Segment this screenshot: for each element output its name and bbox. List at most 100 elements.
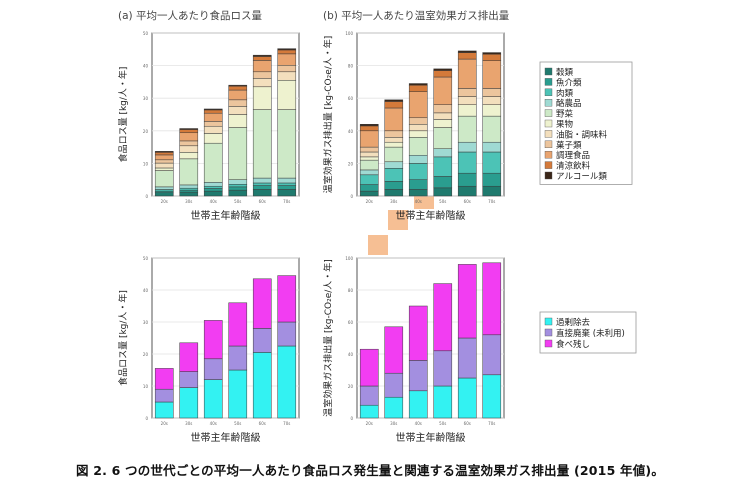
bar-segment [433, 176, 453, 189]
bar-segment [277, 80, 297, 110]
bar-segment [359, 151, 379, 158]
bar-segment [433, 119, 453, 128]
bar-segment [277, 49, 297, 55]
bar-segment [203, 320, 223, 360]
bar-segment [408, 179, 428, 190]
bar-segment [277, 71, 297, 81]
legend-label: 穀類 [556, 67, 574, 78]
legend-label: 肉類 [556, 88, 574, 99]
bar-segment [228, 302, 248, 347]
bar-segment [252, 56, 272, 61]
legend-swatch [544, 317, 553, 326]
legend-label: 調理食品 [556, 150, 590, 161]
bar-segment [408, 155, 428, 164]
bar-segment [154, 162, 174, 169]
x-tick-label: 40s [210, 199, 217, 204]
x-tick-label: 60s [464, 199, 471, 204]
bar-segment [228, 84, 248, 87]
bar-segment [154, 186, 174, 190]
bar-segment [359, 156, 379, 161]
bar-segment [457, 115, 477, 143]
bar-segment [408, 117, 428, 125]
bar-segment [179, 132, 199, 142]
x-tick-label: 30s [390, 421, 397, 426]
legend-swatch [544, 78, 553, 86]
bar-segment [482, 60, 502, 89]
legend-label: 直接廃棄 (未利用) [556, 328, 625, 339]
bar-segment [179, 145, 199, 153]
bar-segment [482, 52, 502, 55]
bar-segment [384, 101, 404, 109]
bar-segment [203, 133, 223, 144]
bar-segment [203, 188, 223, 192]
bar-segment [277, 275, 297, 323]
bar-segment [228, 184, 248, 188]
legend-swatch [544, 161, 553, 169]
y-tick-label: 20 [143, 129, 149, 134]
bar-segment [154, 401, 174, 419]
plot-frame [356, 257, 505, 419]
legend-swatch [544, 67, 553, 76]
bar-segment [408, 390, 428, 419]
bar-segment [482, 262, 502, 336]
bar-segment [482, 374, 502, 419]
bar-segment [384, 107, 404, 132]
y-tick-label: 10 [143, 161, 149, 166]
chart-panel-2: 0 20 40 60 80 100 20s 30s 40s 50s 60s 70s (b) 平均一人あた… [322, 9, 510, 222]
bar-segment [384, 130, 404, 138]
bar-segment [433, 76, 453, 105]
bar-segment [203, 142, 223, 183]
bar-segment [252, 71, 272, 79]
bar-segment [277, 321, 297, 347]
bar-segment [203, 112, 223, 122]
y-tick-label: 60 [348, 96, 354, 101]
bar-segment [408, 91, 428, 119]
x-tick-label: 30s [185, 199, 192, 204]
bar-segment [228, 85, 248, 91]
x-tick-label: 30s [390, 199, 397, 204]
bar-segment [457, 141, 477, 153]
x-tick-label: 50s [439, 199, 446, 204]
bar-segment [154, 159, 174, 164]
y-tick-label: 20 [348, 384, 354, 389]
bar-segment [228, 186, 248, 191]
plot-frame [151, 257, 300, 419]
y-axis-label: 温室効果ガス排出量 [kg-CO₂e/人・年] [322, 36, 334, 194]
chart-panel-3: 0 10 20 30 40 50 20s 30s 40s 50s 60s 70s 世帯主年齢階級 食品ロス… [117, 256, 300, 444]
y-tick-label: 100 [345, 31, 353, 36]
bar-segment [384, 137, 404, 143]
legend-swatch [544, 328, 553, 337]
bar-segment [457, 151, 477, 174]
bar-segment [203, 121, 223, 127]
x-tick-label: 70s [488, 199, 495, 204]
x-tick-label: 20s [161, 199, 168, 204]
bar-segment [179, 371, 199, 388]
bar-segment [433, 283, 453, 352]
bar-segment [154, 154, 174, 161]
bar-segment [359, 348, 379, 387]
legend-swatch [544, 339, 553, 348]
bar-segment [359, 169, 379, 176]
bar-segment [359, 404, 379, 419]
bar-segment [154, 192, 174, 197]
bar-segment [277, 189, 297, 197]
bar-segment [179, 387, 199, 419]
x-tick-label: 60s [464, 421, 471, 426]
bar-segment [203, 125, 223, 134]
bar-segment [482, 88, 502, 97]
legend-label: 魚介類 [556, 77, 582, 88]
bar-segment [482, 334, 502, 376]
y-tick-label: 30 [143, 320, 149, 325]
bar-segment [252, 182, 272, 186]
bar-segment [457, 104, 477, 117]
bar-segment [359, 124, 379, 127]
bar-segment [203, 108, 223, 111]
bar-segment [228, 89, 248, 101]
x-tick-label: 70s [488, 421, 495, 426]
bar-segment [457, 88, 477, 97]
legend-label: 清涼飲料 [556, 161, 591, 172]
x-tick-label: 20s [161, 421, 168, 426]
bar-segment [203, 185, 223, 189]
bar-segment [228, 189, 248, 197]
bar-segment [482, 151, 502, 174]
